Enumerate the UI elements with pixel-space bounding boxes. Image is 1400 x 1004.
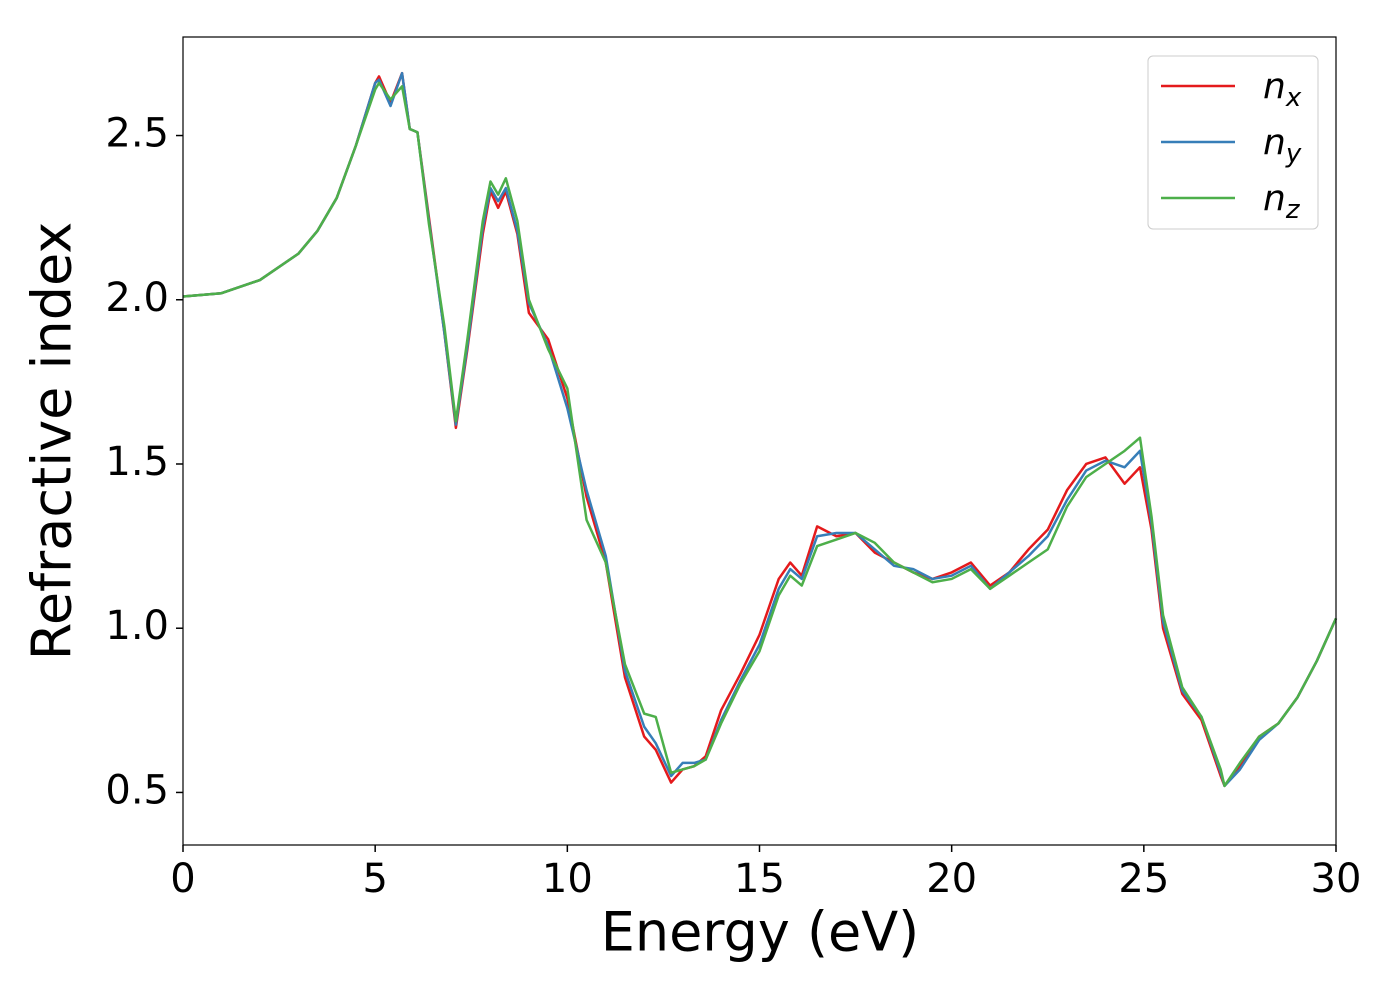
y-tick-label: 2.5 [105, 111, 169, 157]
y-tick-label: 0.5 [105, 767, 169, 813]
plot-frame [182, 36, 1337, 846]
y-axis-label: Refractive index [21, 222, 84, 661]
y-tick-label: 1.0 [105, 603, 169, 649]
y-tick-label: 2.0 [105, 275, 169, 321]
x-tick-label: 30 [1311, 856, 1362, 902]
x-tick-label: 10 [542, 856, 593, 902]
x-tick-label: 0 [170, 856, 195, 902]
y-tick-label: 1.5 [105, 439, 169, 485]
x-tick-label: 15 [734, 856, 785, 902]
x-tick-label: 20 [926, 856, 977, 902]
x-tick-label: 5 [362, 856, 387, 902]
series-line [182, 81, 1338, 788]
legend-label: nx [1263, 66, 1302, 113]
legend: nx ny nz [1147, 55, 1319, 230]
x-tick-label: 25 [1118, 856, 1169, 902]
legend-label: ny [1263, 122, 1302, 169]
x-axis-label: Energy (eV) [601, 901, 920, 964]
legend-label: nz [1263, 178, 1301, 225]
